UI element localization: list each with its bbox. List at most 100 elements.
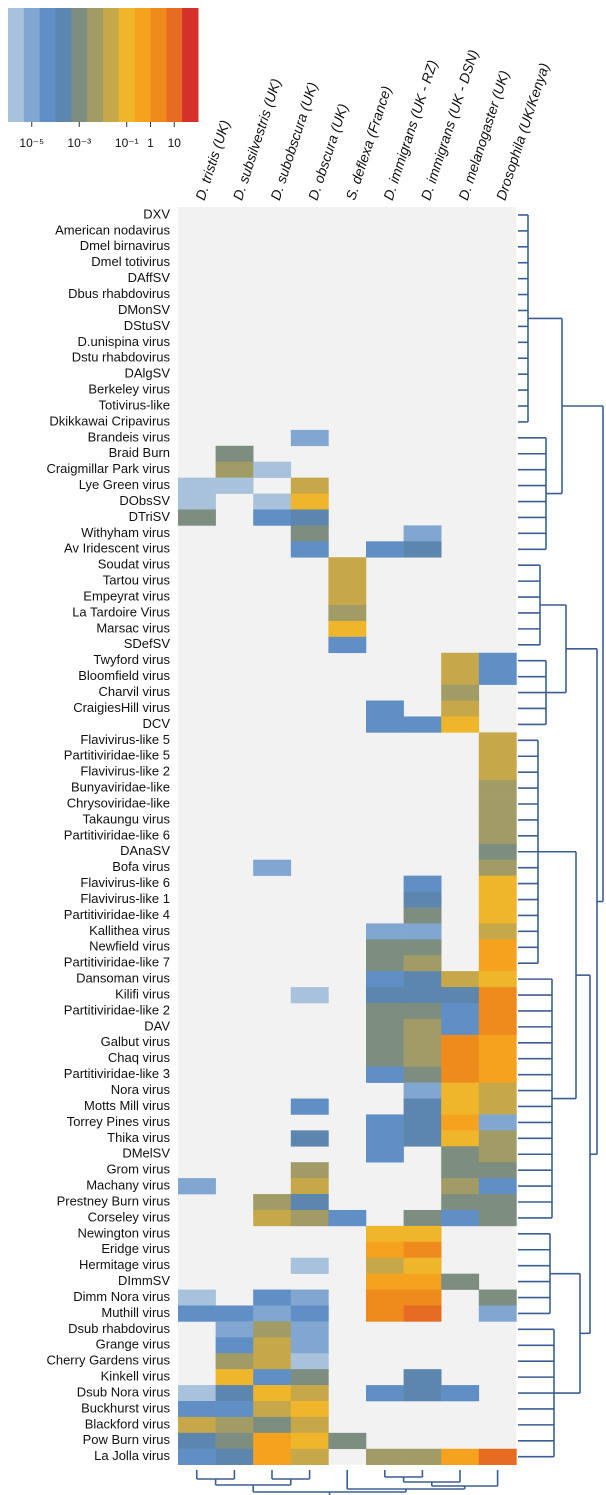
heatmap-cell bbox=[478, 1289, 517, 1306]
heatmap-cell bbox=[478, 796, 517, 813]
row-label: Chrysoviridae-like bbox=[67, 795, 170, 810]
heatmap-cell bbox=[403, 1448, 442, 1465]
heatmap-cell bbox=[478, 907, 517, 924]
heatmap-cell bbox=[215, 1305, 254, 1322]
heatmap-cell bbox=[441, 652, 480, 669]
heatmap-cell bbox=[290, 1130, 329, 1147]
heatmap-cell bbox=[478, 732, 517, 749]
heatmap-cell bbox=[403, 955, 442, 972]
heatmap-cell bbox=[441, 1385, 480, 1402]
heatmap-cell bbox=[403, 1114, 442, 1131]
row-label: Eridge virus bbox=[101, 1241, 170, 1256]
heatmap-cell bbox=[366, 1114, 404, 1131]
heatmap-cell bbox=[403, 1273, 442, 1290]
heatmap-cell bbox=[253, 1321, 292, 1338]
row-label: DStuSV bbox=[124, 318, 171, 333]
row-label: Lye Green virus bbox=[79, 477, 171, 492]
heatmap-cell bbox=[403, 1225, 442, 1243]
heatmap-cell bbox=[403, 1257, 442, 1274]
heatmap-cell bbox=[215, 445, 254, 463]
heatmap-cell bbox=[478, 1066, 517, 1083]
heatmap-cell bbox=[366, 1241, 404, 1259]
row-label: Buckhurst virus bbox=[81, 1400, 170, 1415]
row-label: DAlgSV bbox=[124, 366, 170, 381]
heatmap-cell bbox=[290, 1337, 329, 1354]
heatmap-cell bbox=[366, 716, 404, 733]
heatmap-cell bbox=[178, 477, 216, 494]
heatmap-cell bbox=[478, 811, 517, 829]
colorbar-band bbox=[8, 8, 25, 122]
row-label: Partitiviridae-like 6 bbox=[64, 827, 170, 842]
row-label: Kinkell virus bbox=[101, 1369, 171, 1384]
heatmap-cell bbox=[441, 1050, 480, 1067]
heatmap-cell bbox=[215, 1369, 254, 1386]
row-label: Prestney Burn virus bbox=[57, 1193, 171, 1208]
row-label: Thika virus bbox=[107, 1130, 170, 1145]
heatmap-cell bbox=[478, 891, 517, 908]
row-label: Brandeis virus bbox=[88, 429, 171, 444]
heatmap-cell bbox=[478, 955, 517, 972]
heatmap-cell bbox=[178, 1432, 216, 1450]
row-label: Dmel totivirus bbox=[91, 254, 170, 269]
heatmap-cell bbox=[215, 477, 254, 494]
heatmap-cell bbox=[478, 1050, 517, 1067]
heatmap-cell bbox=[366, 1385, 404, 1402]
heatmap-cell bbox=[403, 525, 442, 542]
heatmap-cell bbox=[178, 493, 216, 510]
heatmap-cell bbox=[403, 891, 442, 908]
heatmap-cell bbox=[290, 1448, 329, 1465]
heatmap-cell bbox=[478, 748, 517, 765]
row-label: DAnaSV bbox=[120, 843, 170, 858]
heatmap-cell bbox=[478, 939, 517, 956]
row-label: Soudat virus bbox=[98, 557, 171, 572]
heatmap-cell bbox=[441, 1130, 480, 1147]
heatmap-cell bbox=[253, 1432, 292, 1450]
heatmap-cell bbox=[403, 1385, 442, 1402]
heatmap-cell bbox=[478, 1018, 517, 1036]
heatmap-cell bbox=[366, 987, 404, 1004]
row-label: Flavivirus-like 1 bbox=[80, 891, 170, 906]
colorbar-band bbox=[103, 8, 120, 122]
heatmap-background bbox=[178, 207, 517, 1465]
heatmap-cell bbox=[215, 1385, 254, 1402]
heatmap-cell bbox=[478, 1034, 517, 1052]
row-label: Tartou virus bbox=[103, 573, 171, 588]
row-label: Corseley virus bbox=[88, 1209, 171, 1224]
row-label: Flavivirus-like 5 bbox=[80, 732, 170, 747]
heatmap-cell bbox=[290, 477, 329, 494]
heatmap-cell bbox=[478, 1146, 517, 1163]
row-label: Twyford virus bbox=[93, 652, 170, 667]
heatmap-cell bbox=[178, 1401, 216, 1418]
heatmap-cell bbox=[178, 1305, 216, 1322]
heatmap-cell bbox=[441, 1273, 480, 1290]
row-label: Muthill virus bbox=[101, 1305, 170, 1320]
colorbar-band bbox=[71, 8, 88, 122]
row-label: American nodavirus bbox=[55, 222, 170, 237]
heatmap-cell bbox=[253, 1305, 292, 1322]
row-label: Av Iridescent virus bbox=[64, 541, 170, 556]
heatmap-cell bbox=[403, 1241, 442, 1259]
heatmap-cell bbox=[253, 1385, 292, 1402]
row-label: Withyham virus bbox=[81, 525, 170, 540]
heatmap-cell bbox=[478, 764, 517, 781]
heatmap-cell bbox=[403, 1305, 442, 1322]
row-label: DMonSV bbox=[118, 302, 170, 317]
column-label: D. tristis (UK) bbox=[192, 118, 233, 202]
heatmap-cell bbox=[403, 1034, 442, 1052]
heatmap-cell bbox=[178, 1289, 216, 1306]
heatmap-cell bbox=[441, 1082, 480, 1099]
heatmap-cell bbox=[441, 1194, 480, 1211]
heatmap-cell bbox=[478, 1162, 517, 1179]
row-label: Bofa virus bbox=[112, 859, 170, 874]
row-label: Kallithea virus bbox=[89, 923, 170, 938]
heatmap-cell bbox=[478, 1305, 517, 1322]
row-label: Dkikkawai Cripavirus bbox=[49, 413, 170, 428]
heatmap-cell bbox=[366, 1034, 404, 1052]
heatmap-cell bbox=[290, 1098, 329, 1115]
heatmap-cell bbox=[441, 1003, 480, 1020]
heatmap-cell bbox=[366, 541, 404, 558]
heatmap-cell bbox=[290, 1401, 329, 1418]
heatmap-cell bbox=[290, 1416, 329, 1434]
heatmap-cell bbox=[178, 509, 216, 526]
heatmap-cell bbox=[253, 1194, 292, 1211]
